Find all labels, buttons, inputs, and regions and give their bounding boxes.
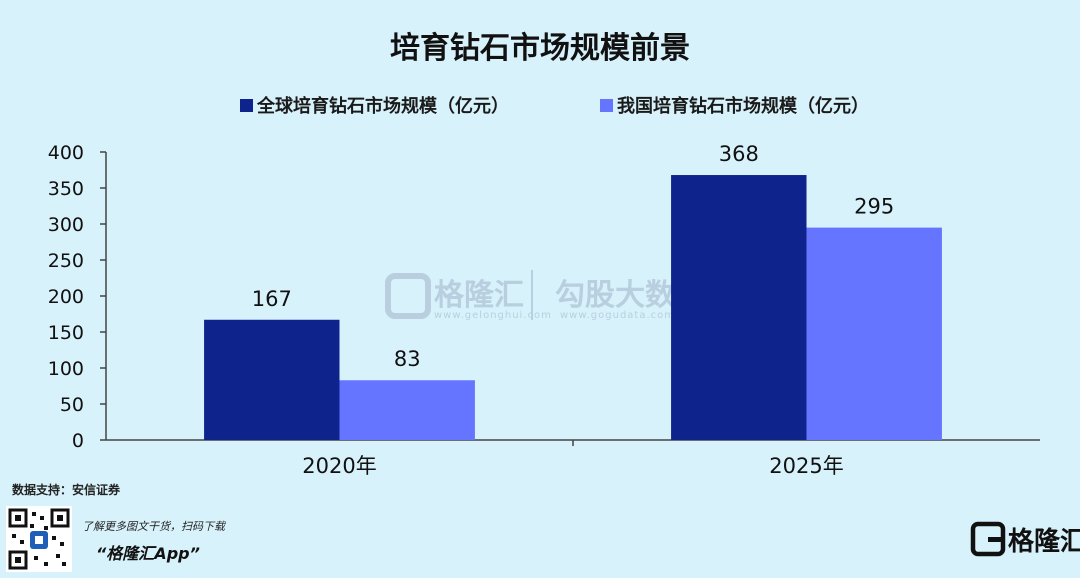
watermark-partner-url: www.gogudata.com bbox=[560, 310, 675, 321]
y-tick-label: 250 bbox=[48, 250, 84, 272]
y-tick-label: 50 bbox=[60, 394, 84, 416]
chart-title: 培育钻石市场规模前景 bbox=[390, 31, 690, 66]
legend-swatch-global bbox=[240, 99, 253, 112]
y-tick-label: 150 bbox=[48, 322, 84, 344]
footer: 数据支持：安信证券 了解更多图文干货，扫码下载 “格隆汇App” bbox=[6, 482, 1080, 572]
data-label: 83 bbox=[394, 347, 421, 371]
legend-label-china: 我国培育钻石市场规模（亿元） bbox=[617, 95, 869, 117]
y-tick-label: 0 bbox=[72, 430, 84, 452]
bar bbox=[806, 227, 942, 440]
y-tick-label: 400 bbox=[48, 142, 84, 164]
legend-swatch-china bbox=[600, 99, 613, 112]
y-tick-label: 350 bbox=[48, 178, 84, 200]
footer-source: 数据支持：安信证券 bbox=[12, 482, 121, 497]
gelonghui-logo-icon bbox=[970, 521, 1006, 557]
y-tick-label: 100 bbox=[48, 358, 84, 380]
legend-label-global: 全球培育钻石市场规模（亿元） bbox=[256, 95, 509, 117]
data-label: 167 bbox=[252, 287, 292, 311]
watermark-brand: 格隆汇 bbox=[434, 278, 524, 313]
y-tick-label: 300 bbox=[48, 214, 84, 236]
qr-code-icon bbox=[6, 506, 72, 572]
bar bbox=[671, 175, 807, 441]
legend: 全球培育钻石市场规模（亿元） 我国培育钻石市场规模（亿元） bbox=[240, 95, 869, 117]
watermark-logo-icon bbox=[385, 273, 431, 319]
footer-brand: 格隆汇 bbox=[1008, 526, 1080, 557]
watermark: 格隆汇 www.gelonghui.com 勾股大数据 www.gogudata… bbox=[385, 270, 705, 321]
data-label: 368 bbox=[719, 142, 759, 166]
watermark-brand-url: www.gelonghui.com bbox=[434, 310, 552, 321]
footer-note: 了解更多图文干货，扫码下载 bbox=[82, 520, 227, 533]
y-tick-label: 200 bbox=[48, 286, 84, 308]
bar bbox=[339, 380, 475, 440]
plot-area: 0 50 100 150 200 250 300 350 400 2020年 167 83 2025年 3… bbox=[48, 142, 1040, 478]
data-label: 295 bbox=[854, 195, 894, 219]
footer-app: “格隆汇App” bbox=[96, 544, 200, 563]
x-tick-label: 2025年 bbox=[769, 454, 843, 478]
x-tick-label: 2020年 bbox=[302, 454, 376, 478]
bar bbox=[204, 319, 340, 440]
